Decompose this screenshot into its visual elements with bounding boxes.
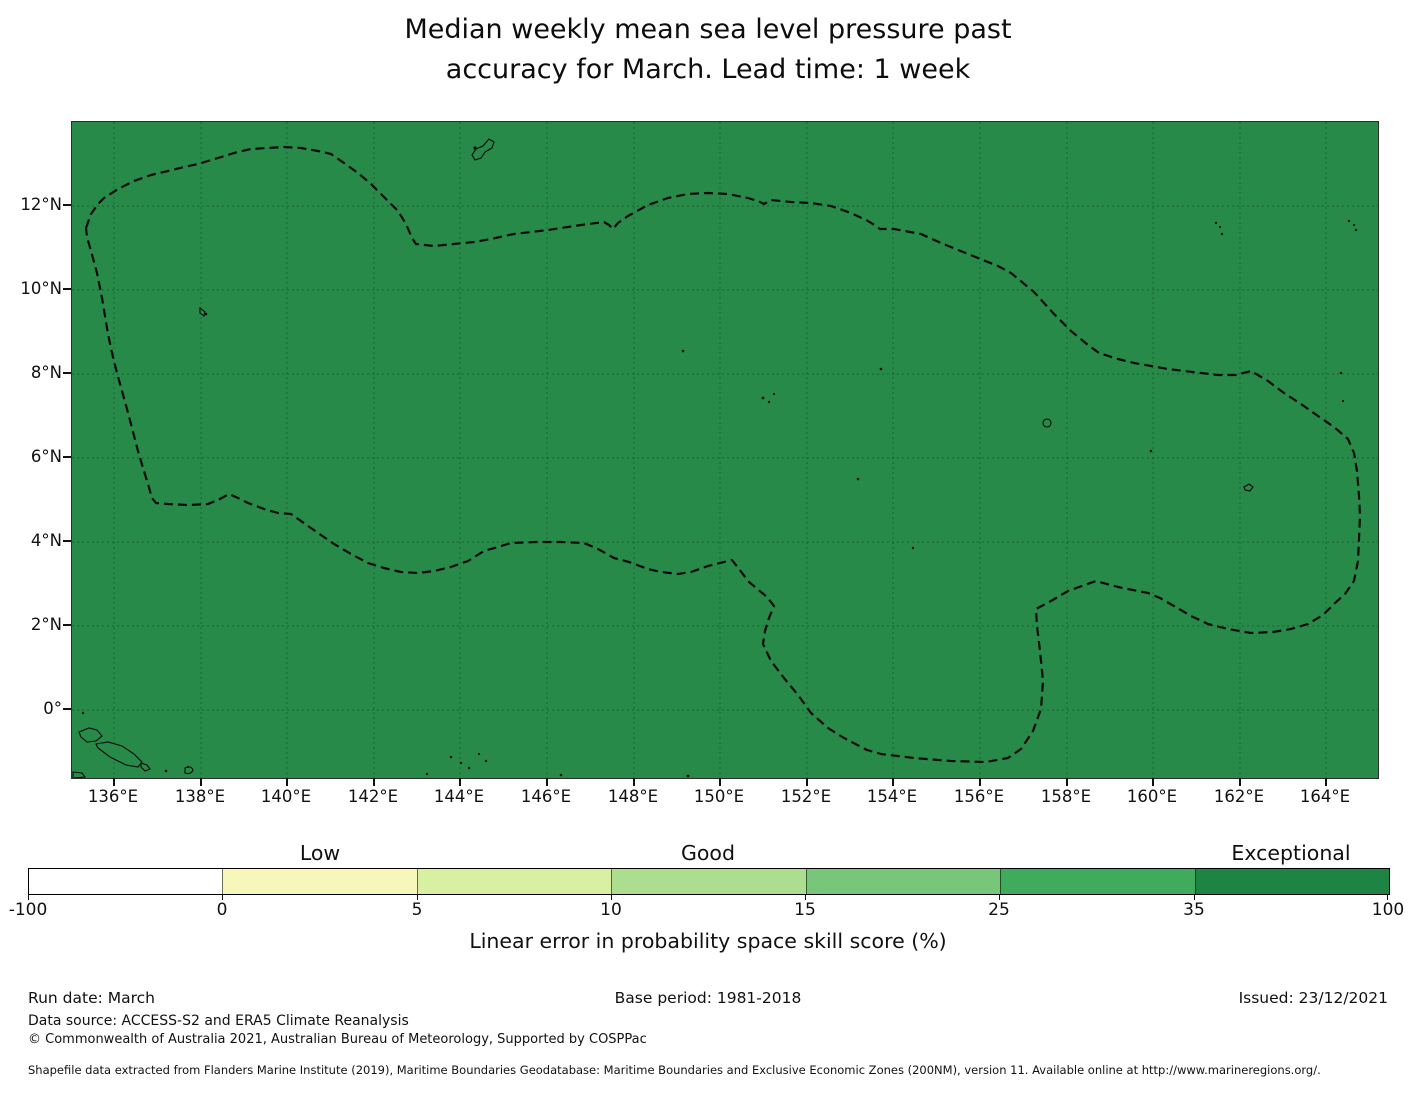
x-tick-label: 140°E [260,787,312,806]
x-tick-mark [892,778,894,786]
x-tick-mark [1152,778,1154,786]
title-line-1: Median weekly mean sea level pressure pa… [404,14,1012,45]
shapefile-attribution-text: Shapefile data extracted from Flanders M… [28,1063,1321,1077]
x-tick-label: 152°E [780,787,832,806]
y-tick-label: 12°N [20,195,62,214]
x-tick-label: 156°E [953,787,1005,806]
colorbar-tick-label: 5 [411,900,423,920]
yap-island [199,306,206,317]
pohnpei-island [1042,418,1052,428]
colorbar-tick-label: -100 [8,900,48,920]
colorbar-category-good: Good [681,841,735,865]
x-tick-label: 162°E [1213,787,1265,806]
colorbar-tick-label: 10 [600,900,622,920]
x-tick-mark [200,778,202,786]
x-tick-mark [1239,778,1241,786]
colorbar-category-exceptional: Exceptional [1231,841,1351,865]
png-island-3 [140,762,151,772]
colorbar-tick-label: 15 [794,900,816,920]
colorbar-tick-mark [1194,894,1196,900]
copyright-text: © Commonwealth of Australia 2021, Austra… [28,1032,647,1047]
grid-lines [72,122,1378,778]
colorbar-tick-mark [999,894,1001,900]
island-outlines [72,138,1254,778]
y-tick-label: 10°N [20,279,62,298]
png-island-1 [78,727,103,743]
x-tick-label: 144°E [433,787,485,806]
data-source-text: Data source: ACCESS-S2 and ERA5 Climate … [28,1013,409,1029]
colorbar-tick-mark [28,894,30,900]
colorbar-segment-under [29,869,223,894]
x-tick-label: 160°E [1126,787,1178,806]
kosrae-island [1243,483,1254,492]
png-island-2 [95,741,143,768]
x-tick-label: 164°E [1299,787,1351,806]
x-tick-mark [113,778,115,786]
colorbar-tick-label: 100 [1371,900,1405,920]
colorbar-tick-label: 0 [216,900,228,920]
y-tick-label: 8°N [30,363,62,382]
coast-corner [72,771,87,778]
y-tick-mark [63,204,71,206]
x-tick-mark [373,778,375,786]
colorbar-tick-label: 25 [988,900,1010,920]
x-tick-label: 146°E [520,787,572,806]
map-plot-area [71,121,1379,779]
x-tick-mark [979,778,981,786]
colorbar-tick-mark [611,894,613,900]
colorbar-segment-15-25 [805,869,1001,894]
base-period-text: Base period: 1981-2018 [614,989,802,1007]
y-tick-mark [63,456,71,458]
colorbar-tick-mark [1387,894,1389,900]
x-tick-mark [806,778,808,786]
y-tick-label: 2°N [30,615,62,634]
page-title: Median weekly mean sea level pressure pa… [0,10,1416,90]
x-tick-mark [1066,778,1068,786]
colorbar-segment-35-100 [1194,869,1389,894]
title-line-2: accuracy for March. Lead time: 1 week [445,54,971,85]
x-tick-mark [459,778,461,786]
x-tick-label: 150°E [693,787,745,806]
x-tick-label: 142°E [347,787,399,806]
colorbar-segment-25-35 [1000,869,1195,894]
islet-dots [81,146,1358,778]
colorbar-axis-label: Linear error in probability space skill … [469,929,947,953]
colorbar-segment-0-5 [222,869,417,894]
small-atoll [184,766,194,775]
y-tick-label: 4°N [30,531,62,550]
eez-boundary-line [84,145,1362,764]
y-tick-mark [63,288,71,290]
y-tick-mark [63,372,71,374]
colorbar-segment-5-10 [416,869,612,894]
x-tick-label: 148°E [607,787,659,806]
x-tick-mark [546,778,548,786]
colorbar-tick-mark [417,894,419,900]
colorbar-tick-mark [222,894,224,900]
colorbar-tick-mark [805,894,807,900]
x-tick-label: 158°E [1040,787,1092,806]
colorbar [28,868,1390,895]
y-tick-mark [63,624,71,626]
colorbar-tick-label: 35 [1183,900,1205,920]
x-tick-label: 138°E [174,787,226,806]
colorbar-segment-10-15 [611,869,806,894]
y-tick-mark [63,708,71,710]
x-tick-mark [286,778,288,786]
map-canvas [72,122,1378,778]
x-tick-mark [1325,778,1327,786]
y-tick-label: 0° [43,699,62,718]
colorbar-category-low: Low [299,841,341,865]
run-date-text: Run date: March [28,989,155,1007]
x-tick-label: 154°E [866,787,918,806]
x-tick-label: 136°E [87,787,139,806]
x-tick-mark [633,778,635,786]
issued-date-text: Issued: 23/12/2021 [1238,989,1388,1007]
x-tick-mark [719,778,721,786]
y-tick-label: 6°N [30,447,62,466]
y-tick-mark [63,540,71,542]
guam-island [471,138,495,161]
